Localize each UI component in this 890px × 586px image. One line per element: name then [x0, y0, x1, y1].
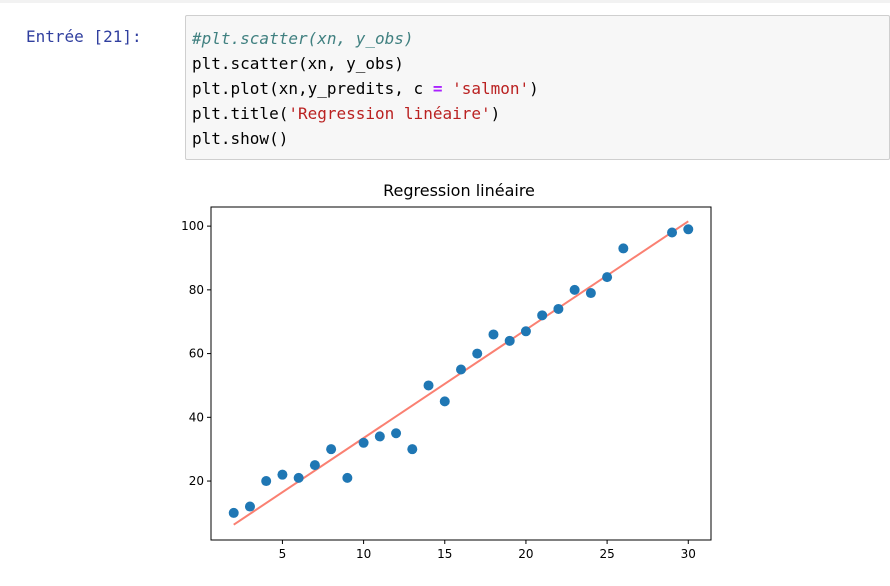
scatter-point: [618, 243, 629, 254]
code-cell-input[interactable]: #plt.scatter(xn, y_obs) plt.scatter(xn, …: [185, 15, 890, 160]
plot-frame: [210, 206, 712, 541]
scatter-point: [602, 272, 613, 283]
code-line-2: plt.scatter(xn, y_obs): [192, 54, 404, 73]
y-tick-label: 80: [189, 283, 204, 297]
chart-title: Regression linéaire: [383, 181, 535, 200]
x-tick-label: 15: [437, 547, 452, 561]
y-tick-label: 60: [189, 347, 204, 361]
scatter-point: [407, 444, 418, 455]
scatter-point: [309, 460, 320, 471]
code-line-5: plt.show(): [192, 129, 289, 148]
scatter-point: [277, 469, 288, 480]
scatter-point: [569, 284, 580, 295]
scatter-point: [439, 396, 450, 407]
scatter-point: [423, 380, 434, 391]
code-line-4: plt.title('Regression linéaire'): [192, 104, 501, 123]
cell-prompt: Entrée [21]:: [26, 27, 142, 46]
x-tick-label: 5: [279, 547, 287, 561]
scatter-point: [488, 329, 499, 340]
top-divider: [0, 0, 890, 3]
x-tick-label: 20: [518, 547, 533, 561]
scatter-point: [456, 364, 466, 375]
scatter-point: [667, 227, 678, 238]
scatter-point: [585, 288, 596, 299]
scatter-point: [358, 437, 369, 448]
scatter-point: [342, 472, 353, 483]
scatter-point: [293, 472, 304, 483]
scatter-point: [537, 310, 548, 321]
scatter-point: [261, 476, 272, 487]
scatter-point: [244, 501, 255, 512]
y-tick-label: 100: [181, 219, 204, 233]
scatter-point: [683, 224, 694, 235]
chart-axes: 5 10 15 20 25 30 20 40 60 80 100: [181, 206, 712, 561]
scatter-point: [228, 507, 239, 518]
scatter-point: [391, 428, 402, 439]
scatter-point: [520, 326, 531, 337]
x-tick-label: 25: [599, 547, 614, 561]
code-line-1: #plt.scatter(xn, y_obs): [192, 29, 414, 48]
scatter-chart: Regression linéaire 5 10 15 20 25 30 20 40 60 80 1…: [181, 181, 712, 561]
y-tick-label: 40: [189, 410, 204, 424]
scatter-points-layer: [228, 224, 694, 518]
scatter-point: [553, 303, 564, 314]
cell-output: Regression linéaire 5 10 15 20 25 30 20 40 60 80 1…: [150, 172, 730, 572]
y-tick-label: 20: [189, 474, 204, 488]
code-editor[interactable]: #plt.scatter(xn, y_obs) plt.scatter(xn, …: [192, 26, 539, 151]
scatter-point: [504, 335, 515, 346]
x-tick-label: 30: [681, 547, 696, 561]
scatter-point: [374, 431, 385, 442]
x-tick-label: 10: [356, 547, 371, 561]
scatter-point: [472, 348, 483, 359]
scatter-point: [326, 444, 337, 455]
code-line-3: plt.plot(xn,y_predits, c = 'salmon'): [192, 79, 539, 98]
